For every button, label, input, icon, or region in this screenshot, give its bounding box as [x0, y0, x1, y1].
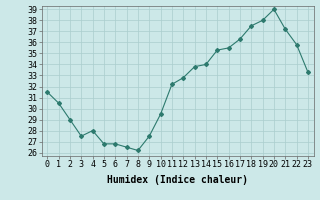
X-axis label: Humidex (Indice chaleur): Humidex (Indice chaleur) [107, 175, 248, 185]
